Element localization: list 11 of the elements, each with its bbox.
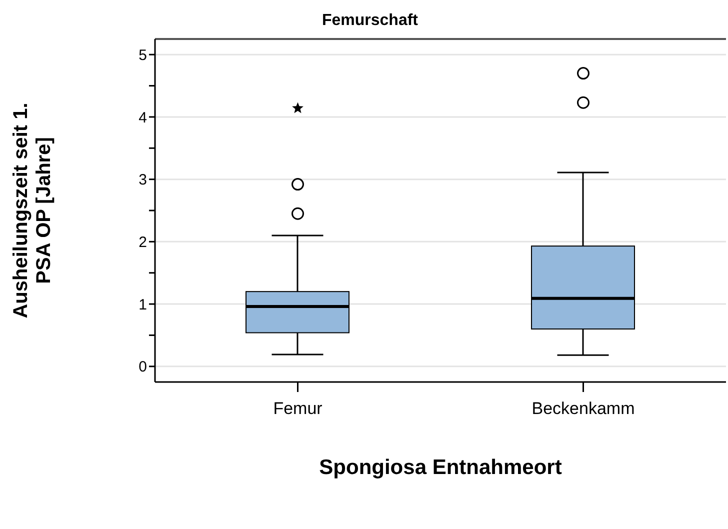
y-axis-title: Ausheilungszeit seit 1. PSA OP [Jahre] (10, 102, 55, 318)
x-tick-label: Femur (273, 399, 323, 418)
x-tick-label: Beckenkamm (532, 399, 635, 418)
chart-title: Femurschaft (320, 12, 420, 30)
y-tick-label: 5 (138, 46, 147, 64)
y-tick-label: 4 (138, 109, 147, 126)
y-tick-label: 2 (138, 234, 147, 252)
y-tick-label: 1 (138, 296, 147, 314)
x-axis-title: Spongiosa Entnahmeort (319, 456, 562, 479)
y-tick-label: 0 (138, 358, 147, 376)
y-tick-label: 3 (138, 172, 147, 189)
